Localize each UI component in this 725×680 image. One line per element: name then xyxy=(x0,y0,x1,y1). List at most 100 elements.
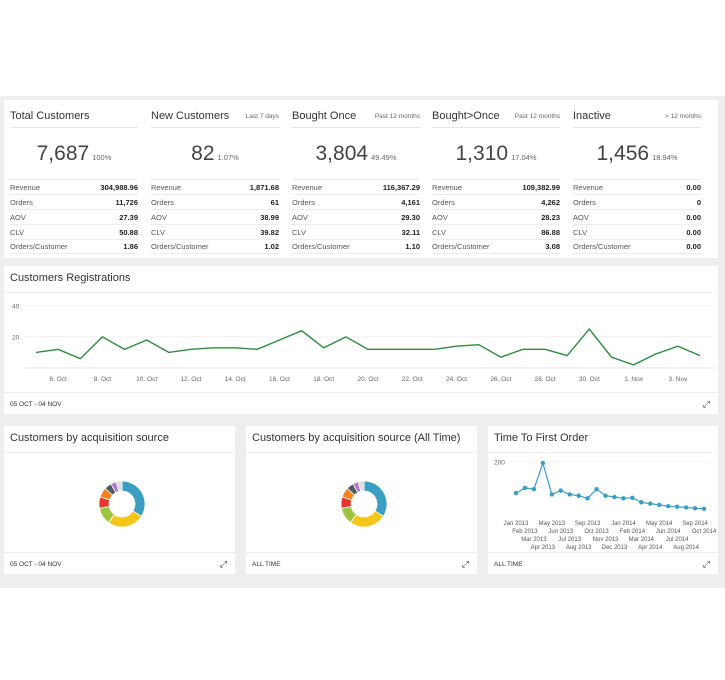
x-tick-label: Sep 2014 xyxy=(682,521,708,527)
stat-title: Bought>Once xyxy=(432,110,500,122)
card-footer: ALL TIME ⤢ xyxy=(488,552,718,574)
expand-icon[interactable]: ⤢ xyxy=(219,559,227,569)
metric-value: 27.39 xyxy=(119,212,138,222)
stat-value: 82 xyxy=(191,142,215,165)
stat-percent: 100% xyxy=(92,153,112,162)
stat-header: Bought>Once Past 12 months xyxy=(432,110,560,128)
stat-column: Bought Once Past 12 months 3,804 49.49% Reve… xyxy=(292,100,420,258)
stat-metric-row: CLV 86.88 xyxy=(432,224,560,239)
metric-label: CLV xyxy=(10,227,25,237)
x-tick-label: Dec 2013 xyxy=(602,545,628,551)
x-tick-label: 14. Oct xyxy=(225,376,246,383)
stat-period: Past 12 months xyxy=(514,113,560,120)
ttfo-point xyxy=(567,492,572,497)
acquisition-source-all-time-card: Customers by acquisition source (All Tim… xyxy=(246,426,477,574)
stat-header: Inactive > 12 months xyxy=(573,110,701,128)
stat-metric-row: Orders 4,161 xyxy=(292,194,420,209)
metric-label: Revenue xyxy=(432,182,463,192)
metric-value: 304,988.96 xyxy=(100,182,138,192)
metric-label: AOV xyxy=(292,212,308,222)
metric-label: Orders xyxy=(573,197,596,207)
customer-stats-card: Total Customers 7,687 100% Revenue 304,988.9… xyxy=(4,100,718,258)
card-footer: 05 OCT - 04 NOV ⤢ xyxy=(4,392,718,414)
x-tick-label: Jan 2014 xyxy=(611,521,636,527)
stat-metric-row: Orders 11,726 xyxy=(10,194,138,209)
x-tick-label: 12. Oct xyxy=(180,376,201,383)
metric-value: 61 xyxy=(270,197,279,207)
metric-value: 29.30 xyxy=(401,212,420,222)
metric-label: Orders xyxy=(151,197,174,207)
stat-metric-row: Revenue 304,988.96 xyxy=(10,179,138,194)
ttfo-point xyxy=(603,493,608,498)
ttfo-point xyxy=(630,495,635,501)
acquisition-source-card: Customers by acquisition source 05 OCT -… xyxy=(4,426,235,574)
stat-headline: 1,456 18.94% xyxy=(573,142,701,166)
metric-value: 1.02 xyxy=(264,242,279,251)
stat-period: Past 12 months xyxy=(374,113,420,120)
ttfo-point xyxy=(585,496,590,501)
stat-headline: 82 1.07% xyxy=(151,142,279,166)
y-tick-label: 20 xyxy=(12,334,20,341)
customers-registrations-card: Customers Registrations 20 40 6. Oct 8. Oct… xyxy=(4,266,718,414)
x-tick-label: 16. Oct xyxy=(269,376,290,383)
x-tick-label: Jul 2013 xyxy=(558,537,581,543)
date-range-label: ALL TIME xyxy=(252,561,281,568)
stat-metric-row: Orders 61 xyxy=(151,194,279,209)
expand-icon[interactable]: ⤢ xyxy=(702,399,710,409)
donut-slice xyxy=(115,480,123,492)
metric-label: CLV xyxy=(573,227,588,237)
metric-value: 109,382.99 xyxy=(522,182,560,192)
expand-icon[interactable]: ⤢ xyxy=(461,559,469,569)
stat-metric-row: CLV 0.00 xyxy=(573,224,701,239)
x-tick-label: Mar 2014 xyxy=(629,537,655,543)
donut-slice xyxy=(357,480,365,492)
x-tick-label: Aug 2014 xyxy=(673,545,699,551)
ttfo-point xyxy=(513,490,519,496)
stat-metric-row: Orders/Customer 1.10 xyxy=(292,239,420,254)
stat-metric-row: CLV 32.11 xyxy=(292,224,420,239)
stat-metric-row: AOV 28.23 xyxy=(432,209,560,224)
metric-label: AOV xyxy=(432,212,448,222)
x-tick-label: Feb 2013 xyxy=(512,529,538,535)
stat-metric-row: Orders/Customer 1.02 xyxy=(151,239,279,254)
metric-value: 1,871.68 xyxy=(249,182,279,192)
x-tick-label: 3. Nov xyxy=(668,376,688,383)
x-tick-label: 24. Oct xyxy=(446,376,467,383)
card-title: Customers Registrations xyxy=(10,272,131,284)
stat-title: Total Customers xyxy=(10,110,90,122)
stat-period: Last 7 days xyxy=(245,113,279,120)
x-tick-label: Jul 2014 xyxy=(666,537,689,543)
stat-metric-row: CLV 50.88 xyxy=(10,224,138,239)
x-tick-label: 20. Oct xyxy=(358,376,379,383)
stat-column: Total Customers 7,687 100% Revenue 304,988.9… xyxy=(10,100,138,258)
date-range-label: ALL TIME xyxy=(494,561,523,568)
x-tick-label: Feb 2014 xyxy=(620,529,646,535)
ttfo-point xyxy=(531,487,537,492)
registrations-chart: 20 40 6. Oct 8. Oct 10. Oct 12. Oct 14. Oct 16.… xyxy=(12,303,714,383)
x-tick-label: Sep 2013 xyxy=(575,521,601,527)
ttfo-point xyxy=(576,493,581,498)
stat-column: New Customers Last 7 days 82 1.07% Revenue 1,… xyxy=(151,100,279,258)
x-tick-label: Jun 2013 xyxy=(548,529,573,535)
metric-label: CLV xyxy=(151,227,166,237)
metric-label: Revenue xyxy=(292,182,323,192)
stat-percent: 49.49% xyxy=(371,153,397,162)
stat-metric-row: AOV 0.00 xyxy=(573,209,701,224)
expand-icon[interactable]: ⤢ xyxy=(702,559,710,569)
x-tick-label: 6. Oct xyxy=(49,376,67,383)
stat-metrics: Revenue 116,367.29 Orders 4,161 AOV 29.30 CLV 3… xyxy=(292,179,420,254)
ttfo-point xyxy=(612,494,617,500)
x-tick-label: 1. Nov xyxy=(624,376,644,383)
stat-metric-row: Orders 4,262 xyxy=(432,194,560,209)
stat-value: 1,310 xyxy=(455,142,509,165)
metric-label: Orders/Customer xyxy=(292,242,350,251)
x-tick-label: 10. Oct xyxy=(136,376,157,383)
ttfo-point xyxy=(639,500,644,505)
metric-value: 4,161 xyxy=(401,197,420,207)
x-tick-label: May 2014 xyxy=(646,521,673,527)
card-title: Customers by acquisition source (All Tim… xyxy=(252,432,461,444)
metric-label: Orders/Customer xyxy=(10,242,68,251)
metric-label: Orders xyxy=(10,197,33,207)
divider xyxy=(4,292,718,293)
dashboard: Total Customers 7,687 100% Revenue 304,988.9… xyxy=(0,96,725,588)
